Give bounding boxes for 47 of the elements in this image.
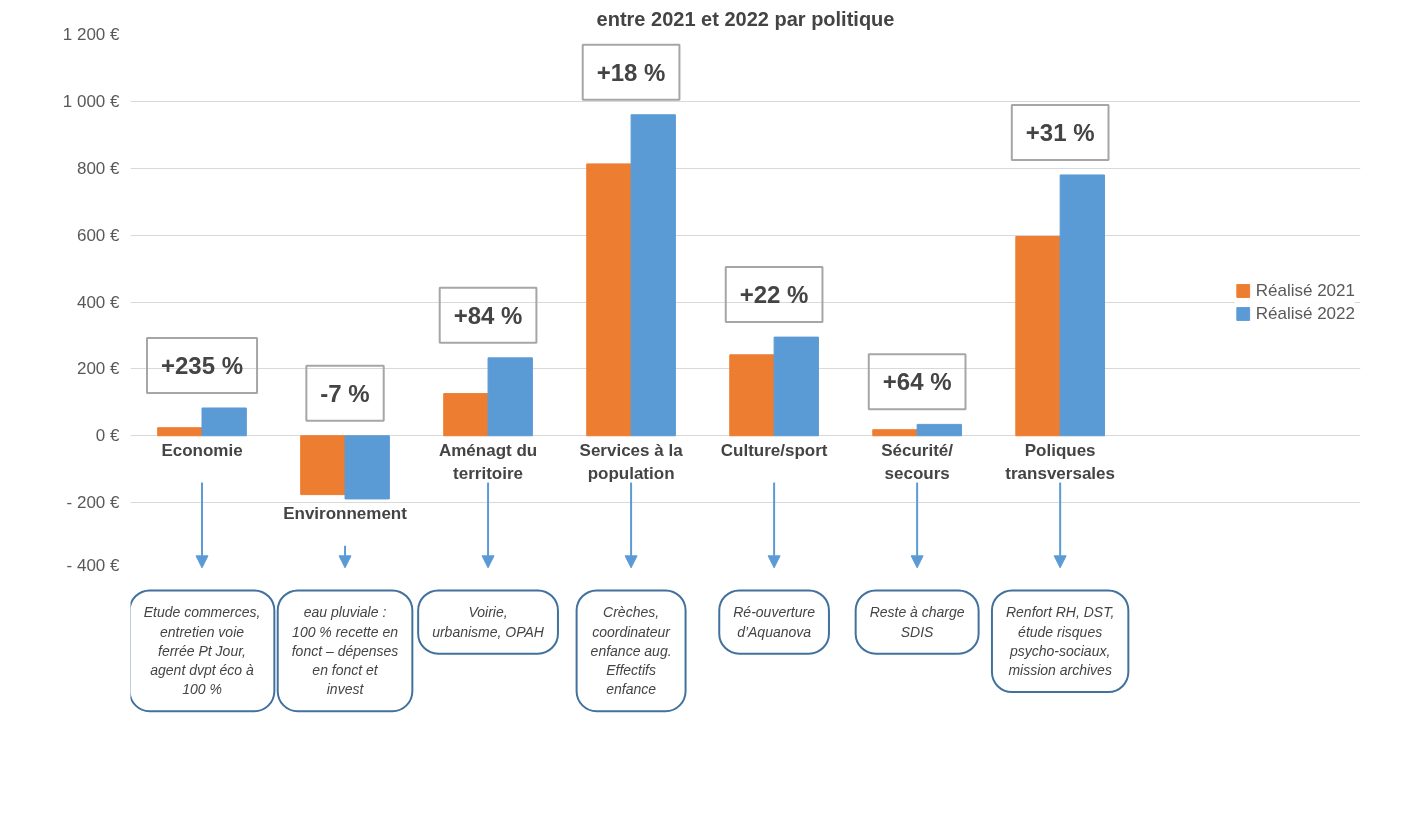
legend-label: Réalisé 2021 bbox=[1255, 280, 1355, 300]
y-tick-label: 200 € bbox=[76, 359, 121, 379]
legend-label: Réalisé 2022 bbox=[1255, 303, 1355, 323]
y-tick-label: 1 200 € bbox=[62, 25, 121, 44]
annotation: +84 % bbox=[453, 301, 523, 329]
x-tick-label: Sécurité/ secours bbox=[881, 440, 954, 483]
bar bbox=[1059, 174, 1105, 437]
y-tick-label: 600 € bbox=[76, 225, 121, 245]
text: Ré-ouverture d’Aquanova bbox=[733, 604, 816, 640]
bar bbox=[773, 336, 819, 437]
x-tick-label: Services à la population bbox=[579, 440, 684, 483]
text: Crèches, coordinateur enfance aug. Effectifs enfance bbox=[590, 604, 672, 698]
bar bbox=[487, 357, 533, 437]
annotation: -7 % bbox=[320, 379, 370, 407]
chart-title: entre 2021 et 2022 par politique bbox=[596, 7, 895, 30]
y-tick-label: 800 € bbox=[76, 158, 121, 178]
annotation: +235 % bbox=[160, 351, 244, 379]
annotation: +22 % bbox=[739, 281, 809, 309]
y-tick-label: 400 € bbox=[76, 292, 121, 312]
x-tick-label: Environnement bbox=[283, 503, 408, 523]
bar bbox=[344, 435, 390, 500]
bar bbox=[157, 427, 203, 437]
y-tick-label: - 200 € bbox=[66, 493, 121, 513]
x-tick-label: Aménagt du territoire bbox=[438, 440, 538, 483]
text: Reste à charge SDIS bbox=[869, 604, 965, 640]
bar bbox=[916, 423, 962, 437]
annotation: +31 % bbox=[1025, 118, 1095, 146]
bar bbox=[443, 393, 489, 437]
annotation: +18 % bbox=[596, 58, 666, 86]
bar bbox=[201, 407, 247, 437]
annotation: +64 % bbox=[882, 368, 952, 396]
text: Renfort RH, DST, étude risques psycho-sociaux, mission archives bbox=[1005, 604, 1115, 679]
text: eau pluviale : 100 % recette en fonct – dépenses en fonct et invest bbox=[291, 604, 399, 698]
x-tick-label: Culture/sport bbox=[720, 440, 828, 460]
x-tick-label: Poliques transversales bbox=[1005, 440, 1115, 483]
bar bbox=[300, 435, 346, 496]
x-tick-label: Economie bbox=[161, 440, 243, 460]
y-tick-label: 1 000 € bbox=[62, 91, 121, 111]
text: Voirie, urbanisme, OPAH bbox=[432, 604, 545, 640]
y-tick-label: 0 € bbox=[95, 426, 121, 446]
text: Etude commerces, entretien voie ferrée Pt Jour, agent dvpt éco à 100 % bbox=[143, 604, 261, 698]
bar bbox=[729, 354, 775, 437]
bar bbox=[872, 429, 918, 437]
bar bbox=[586, 163, 632, 437]
bar bbox=[630, 114, 676, 437]
y-tick-label: - 400 € bbox=[66, 555, 121, 575]
bar bbox=[1015, 235, 1061, 437]
